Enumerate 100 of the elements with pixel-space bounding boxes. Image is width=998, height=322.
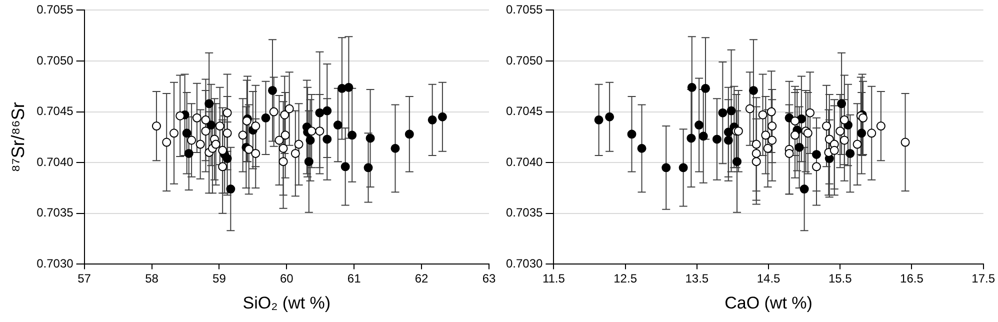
point	[344, 82, 354, 92]
point	[294, 140, 304, 149]
x-tick-label: 60	[280, 272, 294, 286]
point	[162, 138, 172, 147]
point	[187, 136, 196, 145]
point	[686, 134, 696, 143]
point	[806, 108, 815, 118]
point	[758, 110, 768, 120]
y-tick-label: 0.7045	[506, 104, 544, 118]
point	[768, 136, 777, 145]
point	[218, 146, 228, 155]
y-axis-title: ⁸⁷Sr/⁸⁶Sr	[8, 102, 28, 172]
point	[364, 163, 373, 172]
point	[222, 108, 232, 118]
point	[251, 148, 260, 158]
point	[290, 148, 300, 158]
point	[274, 136, 284, 145]
point	[307, 126, 316, 136]
x-tick-label: 13.5	[685, 272, 709, 286]
point	[594, 115, 604, 124]
point	[745, 104, 754, 114]
point	[768, 122, 777, 131]
point	[790, 130, 800, 140]
point	[333, 120, 342, 130]
point	[694, 120, 704, 130]
x-tick-label: 63	[482, 272, 496, 286]
point	[268, 86, 277, 95]
point	[284, 104, 294, 114]
point	[244, 144, 254, 154]
y-tick-label: 0.7040	[506, 154, 544, 169]
point	[836, 126, 845, 136]
point	[784, 148, 794, 158]
point	[306, 136, 315, 145]
point	[752, 157, 761, 166]
y-tick-label: 0.7055	[36, 2, 74, 17]
point	[678, 163, 688, 172]
point	[192, 113, 202, 122]
point	[211, 140, 220, 149]
point	[222, 128, 232, 138]
point	[261, 113, 270, 122]
x-axis-title: SiO₂ (wt %)	[242, 293, 331, 312]
point	[718, 108, 728, 118]
point	[315, 126, 324, 136]
y-tick-label: 0.7050	[36, 53, 74, 68]
point	[794, 142, 804, 152]
point	[322, 106, 332, 116]
point	[900, 138, 910, 147]
y-tick-label: 0.7035	[36, 206, 74, 220]
point	[184, 148, 194, 158]
point	[226, 184, 236, 194]
x-tick-label: 57	[78, 272, 92, 286]
x-tick-label: 17.5	[972, 272, 996, 286]
point	[790, 116, 800, 126]
point	[215, 122, 224, 131]
y-tick-label: 0.7030	[506, 256, 544, 271]
point	[840, 136, 849, 145]
x-tick-label: 61	[347, 272, 362, 286]
y-tick-label: 0.7035	[506, 206, 544, 220]
point	[687, 82, 696, 92]
point	[238, 130, 248, 140]
point	[348, 130, 357, 140]
point	[812, 162, 821, 172]
point	[280, 110, 290, 120]
point	[830, 146, 839, 155]
x-tick-label: 59	[212, 272, 226, 286]
point	[366, 134, 375, 143]
point	[852, 140, 862, 149]
point	[800, 184, 809, 194]
point	[204, 99, 214, 108]
x-tick-label: 12.5	[614, 272, 638, 286]
point	[876, 122, 886, 131]
point	[840, 115, 849, 124]
point	[304, 157, 314, 166]
point	[206, 120, 216, 130]
x-tick-label: 62	[414, 272, 429, 286]
x-tick-label: 16.5	[900, 272, 924, 286]
point	[701, 84, 710, 93]
y-tick-label: 0.7055	[506, 2, 544, 17]
point	[152, 122, 161, 131]
x-tick-label: 15.5	[828, 272, 852, 286]
point	[170, 128, 179, 138]
point	[712, 134, 722, 144]
point	[322, 134, 332, 144]
point	[867, 128, 876, 138]
point	[732, 157, 742, 166]
point	[278, 157, 288, 166]
point	[438, 112, 447, 122]
point	[404, 130, 414, 139]
point	[761, 130, 770, 140]
point	[752, 148, 761, 158]
point	[752, 140, 761, 149]
y-tick-label: 0.7030	[36, 256, 74, 271]
y-tick-label: 0.7050	[506, 53, 544, 68]
point	[182, 128, 192, 138]
point	[766, 107, 776, 116]
point	[201, 115, 210, 124]
point	[822, 122, 832, 131]
x-tick-label: 14.5	[756, 272, 781, 286]
point	[280, 130, 290, 140]
point	[837, 99, 846, 108]
